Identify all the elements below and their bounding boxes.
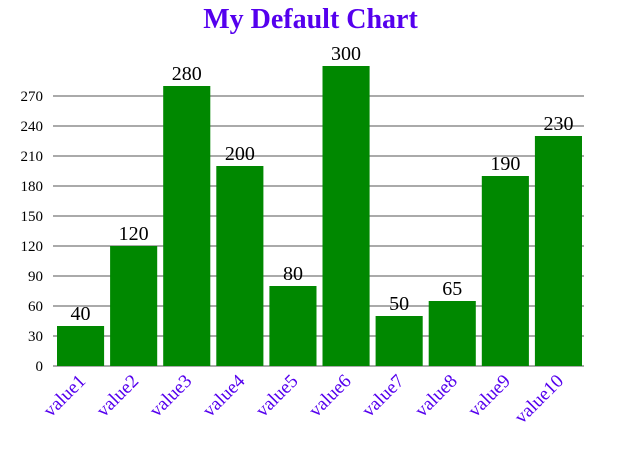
- data-label-value3: 280: [172, 63, 202, 85]
- y-tick-label-270: 270: [21, 89, 44, 105]
- x-tick-label-value4: value4: [199, 370, 250, 421]
- y-tick-label-90: 90: [28, 269, 43, 285]
- bar-value5: [269, 286, 317, 366]
- x-tick-label-value2: value2: [93, 371, 144, 422]
- data-label-value8: 65: [442, 278, 462, 300]
- bar-value8: [428, 301, 476, 366]
- x-tick-label-value1: value1: [39, 371, 90, 422]
- bar-value4: [216, 166, 264, 366]
- y-tick-label-150: 150: [21, 209, 44, 225]
- data-label-value2: 120: [119, 223, 149, 245]
- bar-value3: [163, 86, 211, 366]
- y-tick-label-0: 0: [36, 359, 44, 375]
- bar-value1: [57, 326, 105, 366]
- data-label-value6: 300: [331, 43, 361, 65]
- x-tick-label-value7: value7: [358, 371, 409, 422]
- data-label-value7: 50: [389, 293, 409, 315]
- y-tick-label-120: 120: [21, 239, 44, 255]
- bar-value6: [322, 66, 370, 366]
- chart-title: My Default Chart: [203, 4, 418, 35]
- y-tick-label-180: 180: [21, 179, 44, 195]
- bar-value7: [375, 316, 423, 366]
- x-tick-label-value8: value8: [411, 371, 462, 422]
- bar-value9: [481, 176, 529, 366]
- y-tick-label-240: 240: [21, 119, 44, 135]
- data-label-value5: 80: [283, 263, 303, 285]
- data-label-value10: 230: [543, 113, 573, 135]
- bar-value2: [110, 246, 158, 366]
- data-label-value1: 40: [71, 303, 91, 325]
- x-tick-label-value9: value9: [464, 371, 515, 422]
- y-tick-label-60: 60: [28, 299, 43, 315]
- data-label-value9: 190: [490, 153, 520, 175]
- x-tick-label-value6: value6: [305, 371, 356, 422]
- y-tick-label-30: 30: [28, 329, 43, 345]
- data-label-value4: 200: [225, 143, 255, 165]
- x-tick-label-value3: value3: [146, 371, 197, 422]
- bar-value10: [534, 136, 582, 366]
- x-tick-label-value10: value10: [511, 371, 568, 428]
- x-tick-label-value5: value5: [252, 371, 303, 422]
- y-tick-label-210: 210: [21, 149, 44, 165]
